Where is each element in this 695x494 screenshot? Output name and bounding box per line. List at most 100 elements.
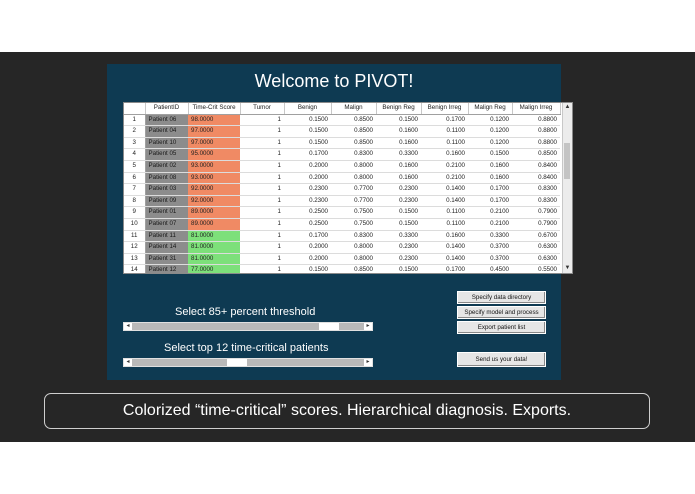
column-header[interactable]: Malign Reg — [468, 103, 513, 115]
column-header[interactable]: Malign — [331, 103, 377, 115]
column-header[interactable]: Time-Crit Score — [188, 103, 241, 115]
column-header[interactable]: Benign Reg — [376, 103, 422, 115]
time-crit-score-cell: 95.0000 — [188, 148, 240, 161]
window-title: Welcome to PIVOT! — [254, 71, 414, 91]
table-header-row: PatientID Time-Crit Score Tumor Benign Malig… — [124, 103, 561, 115]
column-header[interactable]: Malign Irreg — [512, 103, 561, 115]
row-number: 14 — [124, 264, 146, 273]
table-cell: 0.1100 — [421, 125, 468, 138]
scroll-up-icon[interactable]: ▲ — [564, 104, 571, 110]
patient-id-cell: Patient 31 — [145, 253, 188, 266]
table-cell: 0.1400 — [421, 241, 468, 254]
scroll-down-icon[interactable]: ▼ — [564, 265, 571, 271]
row-number: 2 — [124, 125, 146, 138]
table-row[interactable]: 5 Patient 02 93.0000 1 0.2000 0.8000 0.1600 0.2… — [124, 160, 560, 173]
column-header[interactable]: Tumor — [240, 103, 285, 115]
patient-id-cell: Patient 11 — [145, 230, 188, 243]
slider-left-arrow-icon[interactable]: ◂ — [124, 359, 132, 366]
table-cell: 0.6300 — [512, 253, 560, 266]
table-cell: 0.2500 — [284, 206, 331, 219]
patient-table-grid: PatientID Time-Crit Score Tumor Benign Malig… — [124, 103, 561, 273]
table-row[interactable]: 3 Patient 10 97.0000 1 0.1500 0.8500 0.1600 0.1… — [124, 137, 560, 150]
table-row[interactable]: 1 Patient 06 98.0000 1 0.1500 0.8500 0.1500 0.1… — [124, 114, 560, 127]
time-crit-score-cell: 92.0000 — [188, 195, 240, 208]
table-cell: 0.2500 — [284, 218, 331, 231]
table-cell: 0.7500 — [331, 206, 376, 219]
table-cell: 0.2300 — [284, 195, 331, 208]
slider-right-arrow-icon[interactable]: ▸ — [364, 359, 372, 366]
table-row[interactable]: 9 Patient 01 89.0000 1 0.2500 0.7500 0.1500 0.1… — [124, 206, 560, 219]
table-row[interactable]: 11 Patient 11 81.0000 1 0.1700 0.8300 0.3300 0.… — [124, 230, 560, 243]
table-cell: 0.3300 — [468, 230, 512, 243]
table-cell: 1 — [240, 183, 284, 196]
scroll-thumb[interactable] — [564, 143, 570, 179]
export-patient-list-button[interactable]: Export patient list — [457, 321, 546, 334]
time-crit-score-cell: 93.0000 — [188, 172, 240, 185]
table-cell: 0.6700 — [512, 230, 560, 243]
table-cell: 0.8500 — [331, 137, 376, 150]
time-crit-score-cell: 93.0000 — [188, 160, 240, 173]
patient-table[interactable]: PatientID Time-Crit Score Tumor Benign Malig… — [123, 102, 573, 274]
table-cell: 0.2100 — [421, 160, 468, 173]
specify-model-button[interactable]: Specify model and process — [457, 306, 546, 319]
table-cell: 0.2300 — [376, 241, 421, 254]
specify-data-directory-button[interactable]: Specify data directory — [457, 291, 546, 304]
table-row[interactable]: 7 Patient 03 92.0000 1 0.2300 0.7700 0.2300 0.1… — [124, 183, 560, 196]
column-header[interactable]: PatientID — [145, 103, 189, 115]
patient-id-cell: Patient 10 — [145, 137, 188, 150]
send-data-button[interactable]: Send us your data! — [457, 352, 546, 367]
table-cell: 0.8000 — [331, 241, 376, 254]
slider-right-arrow-icon[interactable]: ▸ — [364, 323, 372, 330]
patient-id-cell: Patient 08 — [145, 172, 188, 185]
table-row[interactable]: 6 Patient 08 93.0000 1 0.2000 0.8000 0.1600 0.2… — [124, 172, 560, 185]
table-cell: 0.1400 — [421, 195, 468, 208]
table-cell: 0.1600 — [376, 125, 421, 138]
table-vertical-scrollbar[interactable]: ▲ ▼ — [562, 103, 572, 273]
time-crit-score-cell: 81.0000 — [188, 230, 240, 243]
top-patients-slider-thumb[interactable] — [227, 359, 248, 366]
table-cell: 0.1200 — [468, 114, 512, 127]
table-row[interactable]: 13 Patient 31 81.0000 1 0.2000 0.8000 0.2300 0.… — [124, 253, 560, 266]
time-crit-score-cell: 77.0000 — [188, 264, 240, 273]
table-cell: 0.8000 — [331, 172, 376, 185]
patient-id-cell: Patient 05 — [145, 148, 188, 161]
patient-id-cell: Patient 02 — [145, 160, 188, 173]
table-cell: 0.8300 — [331, 148, 376, 161]
threshold-slider[interactable]: ◂ ▸ — [123, 322, 373, 331]
table-cell: 0.1500 — [376, 114, 421, 127]
table-cell: 0.5500 — [512, 264, 560, 273]
table-row[interactable]: 14 Patient 12 77.0000 1 0.1500 0.8500 0.1500 0.… — [124, 264, 560, 273]
column-header[interactable]: Benign Irreg — [421, 103, 469, 115]
table-cell: 1 — [240, 114, 284, 127]
row-number-header[interactable] — [124, 103, 146, 115]
table-cell: 0.1200 — [468, 137, 512, 150]
table-row[interactable]: 10 Patient 07 89.0000 1 0.2500 0.7500 0.1500 0.… — [124, 218, 560, 231]
row-number: 9 — [124, 206, 146, 219]
table-cell: 0.2100 — [468, 218, 512, 231]
table-cell: 0.8800 — [512, 125, 560, 138]
row-number: 13 — [124, 253, 146, 266]
table-cell: 0.8300 — [331, 230, 376, 243]
threshold-label: Select 85+ percent threshold — [175, 306, 316, 318]
top-patients-slider[interactable]: ◂ ▸ — [123, 358, 373, 367]
table-cell: 0.1600 — [376, 160, 421, 173]
row-number: 5 — [124, 160, 146, 173]
row-number: 1 — [124, 114, 146, 127]
table-row[interactable]: 4 Patient 05 95.0000 1 0.1700 0.8300 0.3300 0.1… — [124, 148, 560, 161]
table-row[interactable]: 12 Patient 14 81.0000 1 0.2000 0.8000 0.2300 0.… — [124, 241, 560, 254]
table-cell: 0.2300 — [284, 183, 331, 196]
table-cell: 0.3700 — [468, 241, 512, 254]
table-cell: 0.1600 — [468, 172, 512, 185]
table-cell: 0.8400 — [512, 160, 560, 173]
table-row[interactable]: 8 Patient 09 92.0000 1 0.2300 0.7700 0.2300 0.1… — [124, 195, 560, 208]
table-cell: 1 — [240, 264, 284, 273]
pivot-window: Welcome to PIVOT! PatientID Time-Crit Sco… — [107, 64, 573, 380]
table-row[interactable]: 2 Patient 04 97.0000 1 0.1500 0.8500 0.1600 0.1… — [124, 125, 560, 138]
patient-id-cell: Patient 06 — [145, 114, 188, 127]
table-cell: 0.1700 — [421, 114, 468, 127]
slider-left-arrow-icon[interactable]: ◂ — [124, 323, 132, 330]
table-cell: 0.1500 — [284, 264, 331, 273]
column-header[interactable]: Benign — [284, 103, 332, 115]
threshold-slider-thumb[interactable] — [318, 323, 339, 330]
table-cell: 1 — [240, 172, 284, 185]
